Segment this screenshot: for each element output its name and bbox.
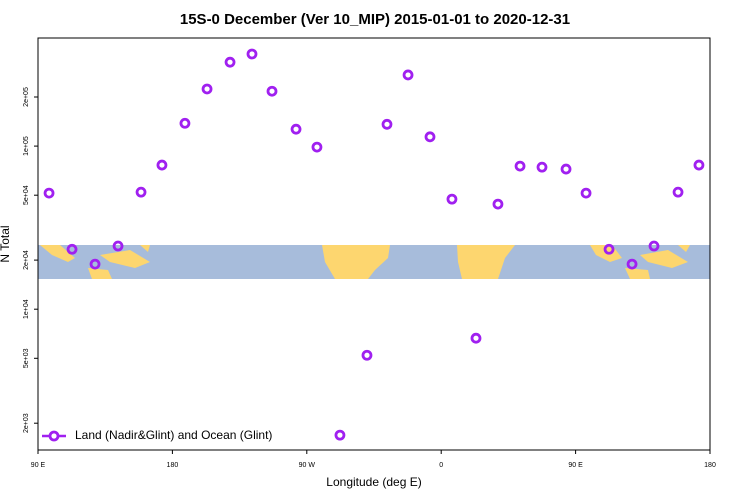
map-band bbox=[38, 245, 710, 279]
x-tick-label: 180 bbox=[167, 462, 179, 469]
point bbox=[361, 349, 373, 361]
point bbox=[560, 163, 572, 175]
point bbox=[246, 48, 258, 60]
legend-marker bbox=[48, 430, 60, 442]
point bbox=[672, 186, 684, 198]
land bbox=[590, 245, 690, 279]
y-tick-label: 1e+05 bbox=[23, 136, 30, 156]
y-tick-label: 5e+04 bbox=[23, 185, 30, 205]
x-axis-label: Longitude (deg E) bbox=[326, 475, 421, 489]
point bbox=[424, 131, 436, 143]
point bbox=[89, 258, 101, 270]
point bbox=[626, 258, 638, 270]
point bbox=[43, 187, 55, 199]
point bbox=[381, 118, 393, 130]
point bbox=[112, 240, 124, 252]
x-tick-label: 90 E bbox=[31, 462, 46, 469]
land bbox=[40, 245, 150, 279]
x-tick-label: 0 bbox=[439, 462, 443, 469]
point bbox=[446, 193, 458, 205]
y-axis-label: N Total bbox=[0, 225, 12, 262]
legend-label: Land (Nadir&Glint) and Ocean (Glint) bbox=[75, 428, 272, 442]
point bbox=[224, 56, 236, 68]
chart-title: 15S-0 December (Ver 10_MIP) 2015-01-01 t… bbox=[180, 11, 570, 28]
point bbox=[266, 85, 278, 97]
point bbox=[536, 161, 548, 173]
point bbox=[311, 141, 323, 153]
point bbox=[470, 332, 482, 344]
point bbox=[135, 186, 147, 198]
point bbox=[66, 243, 78, 255]
y-tick-label: 5e+03 bbox=[23, 348, 30, 368]
plot-frame bbox=[37, 37, 711, 451]
point bbox=[179, 117, 191, 129]
point bbox=[514, 160, 526, 172]
land bbox=[457, 245, 515, 279]
point bbox=[492, 198, 504, 210]
point bbox=[334, 429, 346, 441]
y-tick-label: 2e+05 bbox=[23, 87, 30, 107]
y-tick-label: 1e+04 bbox=[23, 299, 30, 319]
y-tick-label: 2e+04 bbox=[23, 250, 30, 270]
point bbox=[603, 243, 615, 255]
point bbox=[402, 69, 414, 81]
point bbox=[693, 159, 705, 171]
x-tick-label: 90 E bbox=[568, 462, 583, 469]
point bbox=[648, 240, 660, 252]
point bbox=[156, 159, 168, 171]
point bbox=[580, 187, 592, 199]
point bbox=[290, 123, 302, 135]
y-tick-label: 2e+03 bbox=[23, 413, 30, 433]
point bbox=[201, 83, 213, 95]
x-tick-label: 180 bbox=[704, 462, 716, 469]
land bbox=[322, 245, 390, 279]
x-tick-label: 90 W bbox=[299, 462, 316, 469]
